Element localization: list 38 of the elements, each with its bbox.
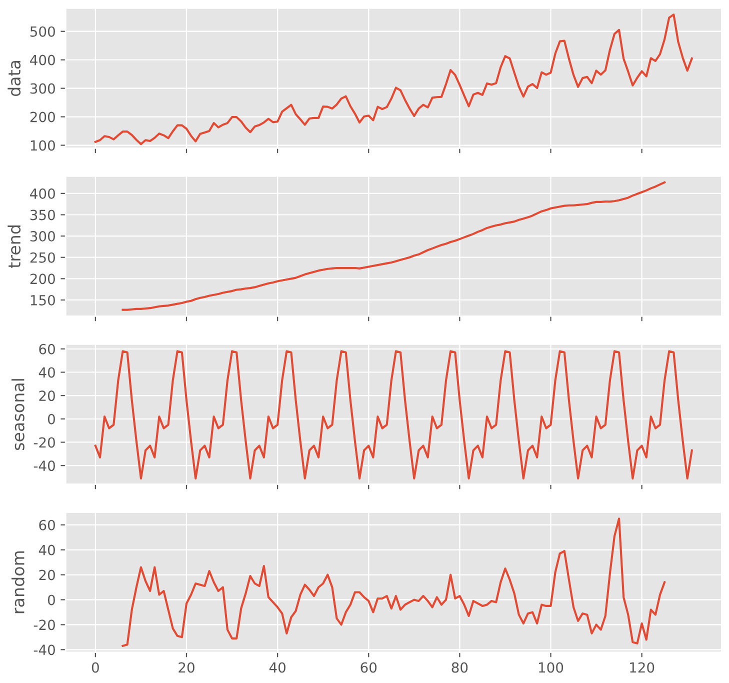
y-tick-label: 200 — [30, 112, 55, 122]
line-series — [122, 518, 666, 647]
y-tick-label: 40 — [38, 544, 55, 556]
y-tick-label: 400 — [30, 188, 55, 199]
x-tick-label: 40 — [269, 662, 286, 673]
y-tick-label: 0 — [48, 594, 55, 606]
x-tick-label: 60 — [360, 662, 377, 673]
y-tick-label: 60 — [39, 344, 55, 354]
y-tick-label: 60 — [39, 520, 55, 530]
y-tick-label: -20 — [34, 620, 55, 630]
y-tick-label: 40 — [38, 367, 55, 378]
y-tick-label: 500 — [30, 26, 55, 37]
y-tick-label: 150 — [30, 294, 55, 306]
y-tick-label: -40 — [34, 644, 55, 656]
x-tick-label: 80 — [452, 662, 468, 673]
y-axis-title: random — [12, 551, 24, 614]
y-tick-label: 0 — [48, 414, 55, 424]
y-tick-label: 250 — [30, 252, 55, 263]
y-tick-label: 400 — [30, 54, 55, 66]
y-tick-label: 100 — [30, 140, 55, 151]
y-tick-label: 20 — [39, 390, 55, 402]
y-tick-label: 300 — [30, 83, 55, 94]
y-tick-label: 20 — [39, 570, 55, 580]
y-tick-label: 300 — [30, 231, 55, 242]
y-tick-label: -20 — [34, 437, 55, 448]
line-series — [94, 14, 693, 146]
y-tick-label: 350 — [30, 210, 55, 220]
y-tick-label: -40 — [34, 460, 55, 472]
y-axis-title: trend — [8, 226, 21, 268]
y-axis-title: data — [8, 60, 21, 96]
y-tick-label: 200 — [30, 274, 55, 284]
y-axis-title: seasonal — [12, 379, 24, 450]
line-series — [94, 350, 693, 480]
x-tick-label: 20 — [178, 662, 194, 673]
x-tick-label: 100 — [539, 662, 564, 673]
line-series — [122, 181, 666, 311]
x-tick-label: 120 — [630, 662, 654, 673]
x-tick-label: 0 — [92, 662, 99, 673]
